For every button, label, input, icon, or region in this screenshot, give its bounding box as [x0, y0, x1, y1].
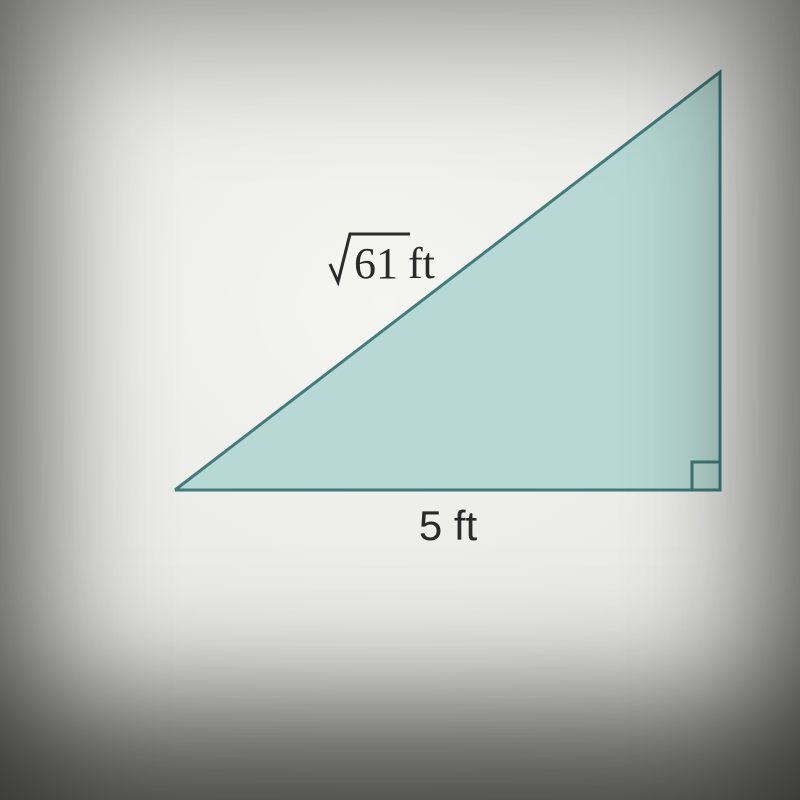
hypotenuse-label: 61 ft: [330, 234, 435, 288]
base-label: 5 ft: [419, 502, 478, 549]
geometry-figure: 61 ft 5 ft: [0, 0, 800, 800]
hypotenuse-unit: ft: [408, 239, 435, 288]
hypotenuse-radicand: 61: [354, 239, 398, 288]
